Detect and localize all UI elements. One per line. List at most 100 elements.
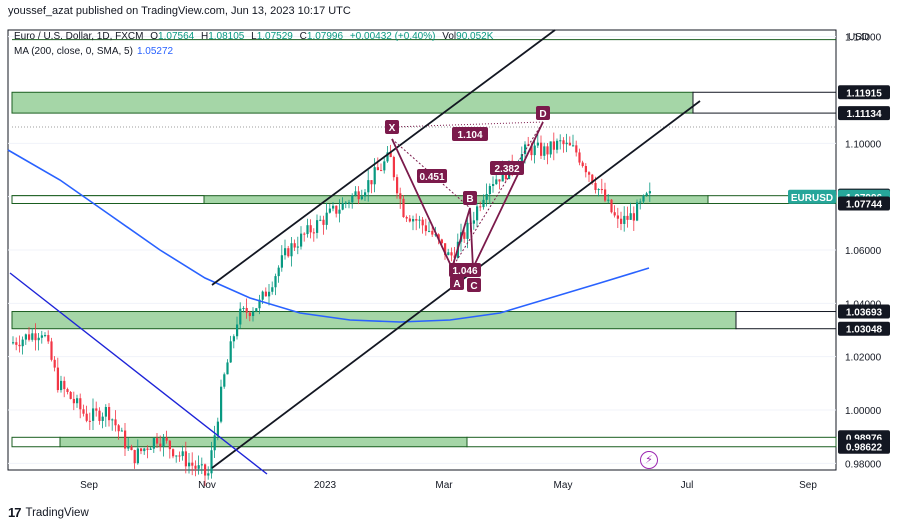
- ma-label[interactable]: MA (200, close, 0, SMA, 5): [14, 46, 133, 57]
- candle: [322, 219, 325, 225]
- support-zone: [11, 311, 737, 330]
- lightning-icon[interactable]: ⚡: [640, 451, 658, 469]
- candle: [82, 409, 85, 414]
- candle: [431, 230, 434, 235]
- candle: [72, 398, 75, 404]
- x-tick-label: 2023: [314, 480, 337, 491]
- candle: [575, 145, 578, 153]
- candle: [552, 141, 555, 150]
- candle: [559, 140, 562, 142]
- candle: [63, 380, 66, 390]
- currency-label: USD: [848, 32, 869, 43]
- candle: [364, 192, 367, 197]
- point-a-label-bg: [450, 276, 464, 290]
- point-d-label: D: [539, 109, 546, 120]
- candle: [386, 152, 389, 162]
- candle: [597, 189, 600, 191]
- support-zone-ext: [735, 311, 837, 330]
- candle: [47, 335, 50, 342]
- price-label-bg: [838, 85, 890, 100]
- candle: [178, 455, 181, 457]
- candle: [450, 252, 453, 256]
- candle: [604, 189, 607, 201]
- candle: [316, 220, 319, 233]
- candle: [37, 337, 40, 341]
- candle: [565, 142, 568, 145]
- candle: [396, 177, 399, 194]
- candle: [360, 196, 363, 200]
- ma-legend: MA (200, close, 0, SMA, 5) 1.05272: [14, 46, 173, 57]
- candle: [213, 435, 216, 451]
- candle: [626, 215, 629, 220]
- candle: [434, 234, 437, 236]
- x-tick-label: Jul: [681, 480, 694, 491]
- ma-value: 1.05272: [136, 46, 174, 57]
- candle: [252, 311, 255, 317]
- candle: [56, 367, 59, 391]
- candle: [645, 193, 648, 196]
- candle: [79, 398, 82, 410]
- candle: [616, 215, 619, 219]
- candle: [146, 448, 149, 450]
- candle: [312, 232, 315, 234]
- candle: [447, 252, 450, 256]
- ratio-bc-label-bg: [490, 161, 524, 175]
- close-value: 1.07996: [306, 31, 344, 42]
- candle: [296, 246, 299, 248]
- candle: [156, 438, 159, 444]
- candle: [354, 191, 357, 196]
- candle: [412, 219, 415, 222]
- candle: [92, 408, 95, 421]
- candle: [34, 333, 37, 341]
- tradingview-logo-icon: 17: [8, 505, 22, 520]
- candle: [274, 276, 277, 288]
- candle: [133, 450, 136, 464]
- candle: [40, 335, 43, 338]
- candle: [101, 416, 104, 421]
- candle: [389, 152, 392, 158]
- candle: [15, 342, 18, 345]
- candle: [271, 287, 274, 292]
- candle: [130, 446, 133, 451]
- candle: [181, 451, 184, 457]
- candle: [277, 267, 280, 277]
- footer-brand: TradingView: [25, 506, 89, 519]
- candle: [440, 239, 443, 244]
- candle: [60, 380, 63, 391]
- candle: [610, 199, 613, 213]
- point-b-label-bg: [463, 191, 477, 205]
- footer: 17 TradingView: [8, 505, 89, 520]
- candle: [402, 198, 405, 218]
- candle: [50, 341, 53, 360]
- price-label: 0.98622: [846, 443, 883, 454]
- price-label: 0.98976: [846, 433, 883, 444]
- candle: [207, 473, 210, 476]
- candle: [98, 410, 101, 421]
- price-label: 1.11915: [846, 88, 882, 99]
- low-zone-left: [11, 436, 61, 448]
- candle: [88, 420, 91, 422]
- candle: [530, 146, 533, 156]
- candle: [284, 248, 287, 256]
- candle: [591, 174, 594, 183]
- point-x-label-bg: [385, 120, 399, 134]
- candle: [639, 201, 642, 203]
- candle: [524, 144, 527, 155]
- candle: [600, 189, 603, 191]
- open-label: O: [150, 31, 159, 42]
- candle: [127, 446, 130, 449]
- candle: [357, 191, 360, 200]
- candle: [613, 212, 616, 216]
- ratio-ac-label: 1.046: [452, 266, 477, 277]
- candle: [421, 219, 424, 226]
- candle: [328, 208, 331, 213]
- candle: [415, 219, 418, 221]
- candle: [111, 419, 114, 421]
- ratio-xb-label: 0.451: [419, 172, 444, 183]
- candle: [197, 465, 200, 469]
- candle: [255, 308, 258, 312]
- candle: [546, 146, 549, 155]
- candle: [69, 391, 72, 399]
- symbol-name[interactable]: Euro / U.S. Dollar, 1D, FXCM: [14, 31, 144, 42]
